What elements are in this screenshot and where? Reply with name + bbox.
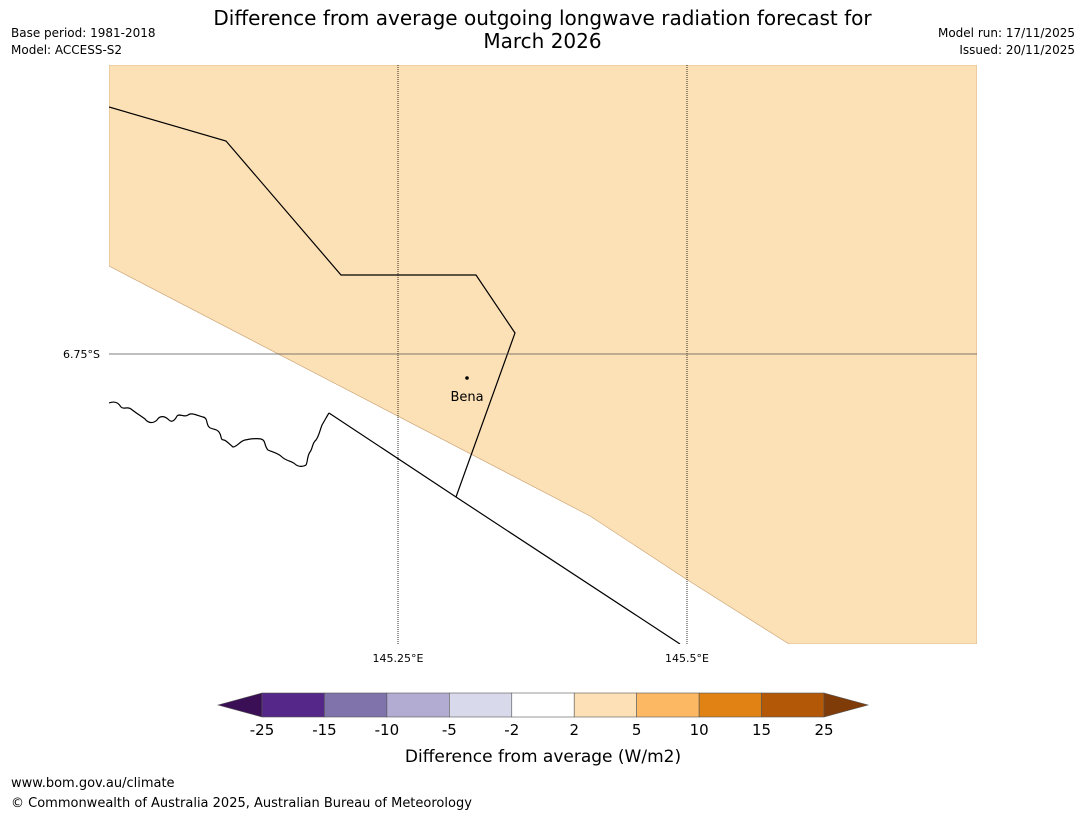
colorbar-bin bbox=[636, 692, 700, 718]
colorbar-bin bbox=[449, 692, 513, 718]
colorbar-tick-label: -5 bbox=[442, 721, 457, 739]
colorbar-bin bbox=[761, 692, 825, 718]
colorbar-tick-label: -25 bbox=[250, 721, 275, 739]
longitude-label-145-25: 145.25°E bbox=[373, 652, 424, 665]
latitude-label: 6.75°S bbox=[63, 348, 100, 361]
colorbar-bin bbox=[386, 692, 450, 718]
base-period-text: Base period: 1981-2018 bbox=[11, 26, 156, 40]
coastline bbox=[109, 401, 330, 467]
colorbar-tick-label: -2 bbox=[504, 721, 519, 739]
meta-right: Model run: 17/11/2025 Issued: 20/11/2025 bbox=[938, 25, 1075, 59]
colorbar-title: Difference from average (W/m2) bbox=[405, 747, 681, 767]
colorbar-high-extend bbox=[823, 692, 870, 718]
colorbar-tick-label: -10 bbox=[375, 721, 400, 739]
forecast-anomaly-region bbox=[109, 65, 977, 644]
colorbar-tick-label: 5 bbox=[632, 721, 642, 739]
colorbar-ticks: -25 -15 -10 -5 -2 2 5 10 15 25 bbox=[250, 721, 834, 739]
title-line-2: March 2026 bbox=[483, 29, 602, 53]
footer-copyright: © Commonwealth of Australia 2025, Austra… bbox=[11, 796, 472, 811]
colorbar-bins bbox=[261, 692, 825, 718]
colorbar-tick-label: 25 bbox=[814, 721, 833, 739]
colorbar-low-extend bbox=[216, 692, 263, 718]
colorbar: -25 -15 -10 -5 -2 2 5 10 15 25 Difference from av… bbox=[216, 692, 870, 767]
model-text: Model: ACCESS-S2 bbox=[11, 43, 123, 57]
province-border-south bbox=[328, 412, 681, 644]
longitude-label-145-5: 145.5°E bbox=[665, 652, 709, 665]
map-area bbox=[109, 65, 977, 644]
colorbar-tick-label: 2 bbox=[569, 721, 579, 739]
colorbar-tick-label: 10 bbox=[690, 721, 709, 739]
colorbar-bin bbox=[261, 692, 325, 718]
colorbar-bin bbox=[698, 692, 762, 718]
colorbar-bin bbox=[511, 692, 575, 718]
colorbar-bin bbox=[324, 692, 388, 718]
title-line-1: Difference from average outgoing longwav… bbox=[213, 6, 872, 30]
province-border bbox=[109, 106, 516, 498]
model-run-text: Model run: 17/11/2025 bbox=[937, 26, 1075, 40]
map-title: Difference from average outgoing longwav… bbox=[0, 7, 1085, 53]
colorbar-tick-label: -15 bbox=[312, 721, 337, 739]
bena-label: Bena bbox=[450, 390, 483, 405]
footer-url: www.bom.gov.au/climate bbox=[11, 776, 175, 791]
meta-left: Base period: 1981-2018 Model: ACCESS-S2 bbox=[11, 25, 156, 59]
issued-text: Issued: 20/11/2025 bbox=[959, 43, 1075, 57]
bena-town-marker bbox=[465, 376, 469, 380]
colorbar-bin bbox=[573, 692, 637, 718]
colorbar-tick-label: 15 bbox=[752, 721, 771, 739]
